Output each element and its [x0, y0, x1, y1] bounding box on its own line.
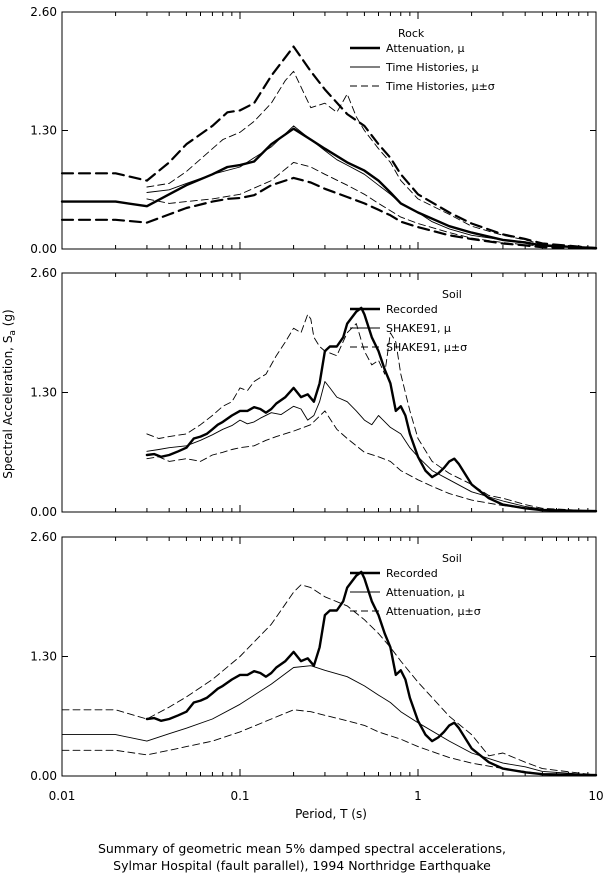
series-line-2 [146, 125, 597, 249]
y-tick-label: 1.30 [30, 650, 57, 664]
series-line-2 [146, 381, 597, 512]
series-line-1 [145, 570, 598, 777]
plot-frame [61, 11, 597, 250]
series-line-4-lower [60, 176, 598, 250]
chart-panel-3: 0.00 1.30 2.60 Soil Recorded Attenuation, μ At… [30, 530, 598, 783]
x-tick-label: 0.01 [49, 789, 76, 803]
caption-line-2: Sylmar Hospital (fault parallel), 1994 N… [113, 858, 491, 873]
y-axis-label-unit: (g) [1, 309, 15, 330]
caption-line-1: Summary of geometric mean 5% damped spec… [97, 841, 507, 856]
legend-title: Soil [442, 288, 462, 301]
y-tick-label: 2.60 [30, 530, 57, 544]
y-tick-label: 1.30 [30, 386, 57, 400]
x-tick-label: 0.1 [230, 789, 249, 803]
legend-label: Recorded [386, 303, 438, 316]
y-axis-label-text: Spectral Acceleration, S [1, 336, 15, 479]
legend-title: Soil [442, 552, 462, 565]
legend-label: Recorded [386, 567, 438, 580]
chart-panel-2: 0.00 1.30 2.60 Soil Recorded SHAKE91, μ SHAKE9… [30, 266, 598, 519]
series-line-1 [145, 306, 598, 513]
series-line-4-upper [60, 45, 598, 250]
series-line-3-upper [61, 584, 597, 776]
chart-panel-1: 0.00 1.30 2.60 Rock Attenuation, μ Time Histo… [30, 5, 598, 256]
legend-label: Attenuation, μ [386, 586, 464, 599]
plot-frame [61, 272, 597, 513]
y-tick-label: 1.30 [30, 124, 57, 138]
y-axis-label: Spectral Acceleration, Sa (g) [1, 309, 18, 478]
legend-label: Time Histories, μ±σ [385, 80, 495, 93]
legend-label: Attenuation, μ±σ [386, 605, 481, 618]
y-tick-label: 0.00 [30, 769, 57, 783]
y-tick-label: 2.60 [30, 266, 57, 280]
legend-label: SHAKE91, μ±σ [386, 341, 467, 354]
legend-label: Attenuation, μ [386, 42, 464, 55]
series-line-3-lower [61, 709, 597, 776]
x-axis-label: Period, T (s) [295, 807, 367, 821]
y-tick-label: 0.00 [30, 242, 57, 256]
y-axis-label-subscript: a [8, 330, 18, 336]
y-tick-label: 0.00 [30, 505, 57, 519]
series-line-3-upper [146, 70, 597, 249]
legend-label: SHAKE91, μ [386, 322, 451, 335]
x-tick-label: 10 [588, 789, 603, 803]
series-line-3-lower [146, 410, 597, 512]
series-line-1 [60, 127, 598, 250]
legend-title: Rock [398, 27, 425, 40]
series-line-3-upper [146, 313, 597, 512]
series-line-2 [61, 665, 597, 776]
x-tick-label: 1 [414, 789, 422, 803]
legend-label: Time Histories, μ [385, 61, 479, 74]
y-tick-label: 2.60 [30, 5, 57, 19]
